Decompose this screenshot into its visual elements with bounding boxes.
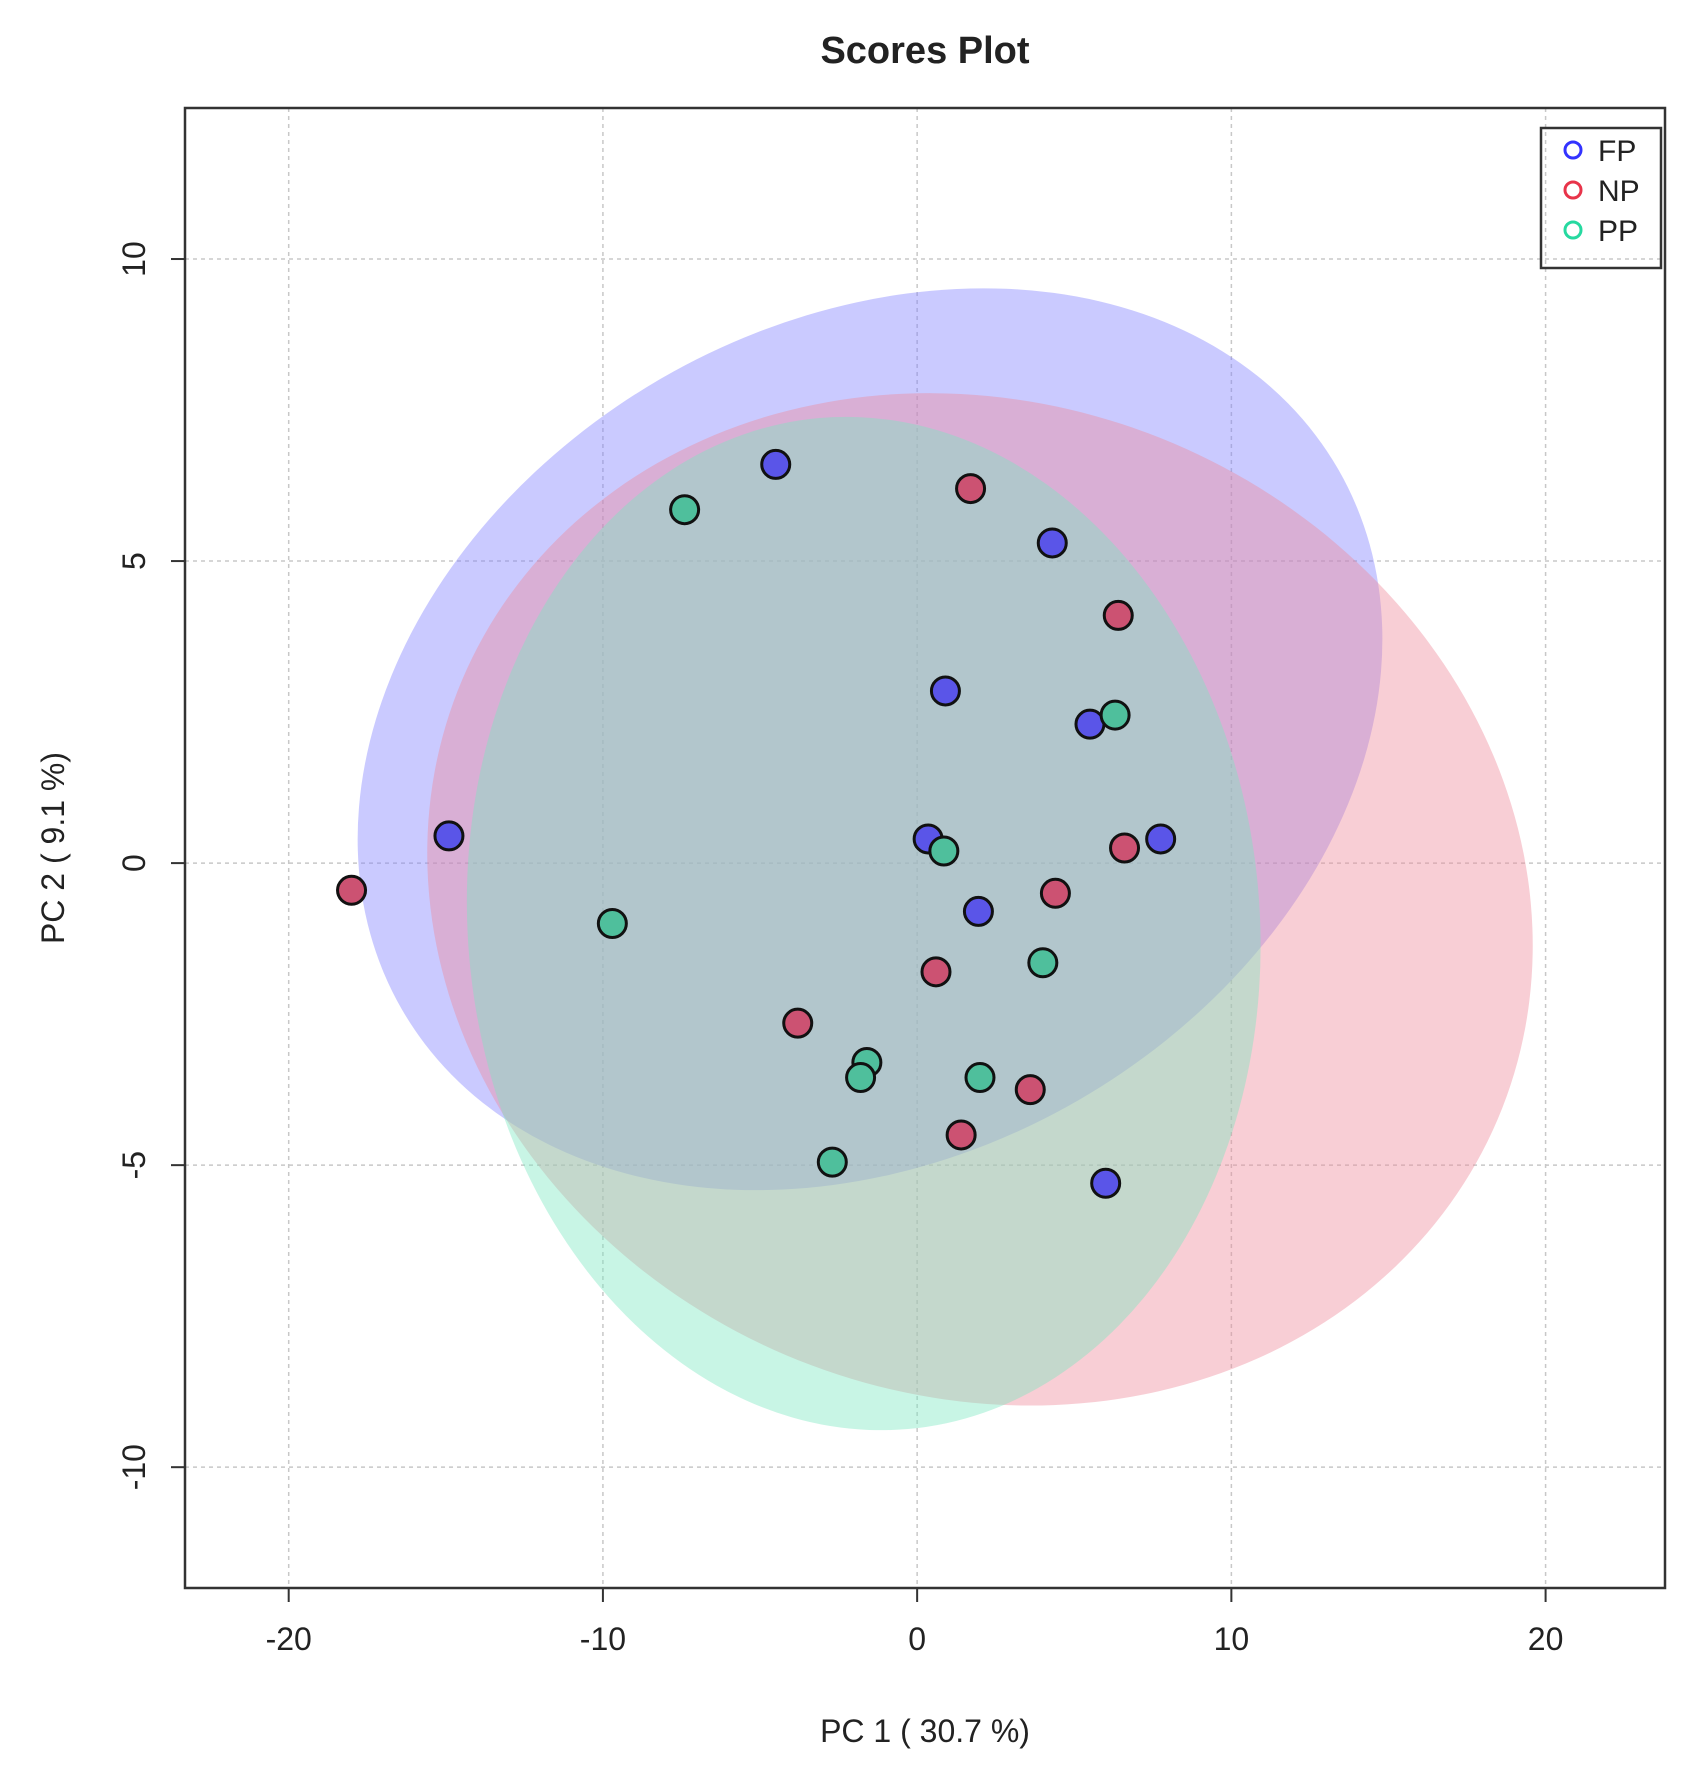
x-axis-label: PC 1 ( 30.7 %) <box>820 1713 1030 1749</box>
point-np <box>1102 599 1134 631</box>
point-fp <box>1145 823 1177 855</box>
point-np <box>1039 877 1071 909</box>
point-pp <box>669 494 701 526</box>
point-np <box>336 874 368 906</box>
x-tick-label: 10 <box>1214 1621 1250 1657</box>
point-pp <box>928 835 960 867</box>
ellipse-pp <box>466 416 1261 1431</box>
y-axis: -10 -5 0 5 10 <box>116 241 185 1490</box>
point-np <box>782 1007 814 1039</box>
legend-marker-np <box>1563 180 1583 200</box>
legend-label-fp: FP <box>1598 135 1636 168</box>
data-points <box>336 448 1177 1199</box>
y-axis-label: PC 2 ( 9.1 %) <box>35 752 71 944</box>
y-tick-label: -10 <box>116 1444 152 1490</box>
point-np <box>955 473 987 505</box>
point-pp <box>596 908 628 940</box>
legend-marker-pp <box>1563 220 1583 240</box>
legend-box <box>1539 126 1663 270</box>
x-tick-label: 0 <box>908 1621 926 1657</box>
point-np <box>920 956 952 988</box>
legend-label-np: NP <box>1598 175 1640 208</box>
point-np <box>1109 832 1141 864</box>
legend-label-pp: PP <box>1598 215 1638 248</box>
point-fp <box>929 675 961 707</box>
point-fp <box>962 895 994 927</box>
chart-title: Scores Plot <box>820 30 1029 72</box>
x-tick-label: -20 <box>266 1621 312 1657</box>
x-axis: -20 -10 0 10 20 <box>266 1588 1564 1657</box>
y-tick-label: -5 <box>116 1151 152 1179</box>
point-pp <box>1027 947 1059 979</box>
point-fp <box>1090 1167 1122 1199</box>
legend: FP NP PP <box>1539 126 1663 270</box>
point-np <box>945 1119 977 1151</box>
point-np <box>1014 1074 1046 1106</box>
point-pp <box>1099 699 1131 731</box>
y-tick-label: 5 <box>116 552 152 570</box>
ellipse-fp <box>357 288 1383 1191</box>
y-tick-label: 0 <box>116 854 152 872</box>
y-tick-label: 10 <box>116 241 152 277</box>
x-tick-label: -10 <box>580 1621 626 1657</box>
grid <box>185 108 1665 1588</box>
x-tick-label: 20 <box>1528 1621 1564 1657</box>
point-pp <box>845 1062 877 1094</box>
point-fp <box>760 448 792 480</box>
legend-marker-fp <box>1563 140 1583 160</box>
point-fp <box>433 820 465 852</box>
point-pp <box>816 1146 848 1178</box>
point-fp <box>1036 527 1068 559</box>
point-pp <box>964 1062 996 1094</box>
plot-frame <box>183 106 1667 1590</box>
